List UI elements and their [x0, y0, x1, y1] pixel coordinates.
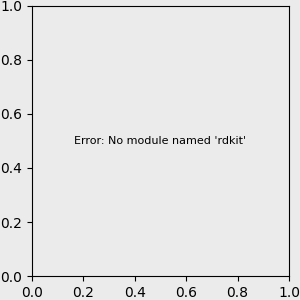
Text: Error: No module named 'rdkit': Error: No module named 'rdkit' — [74, 136, 246, 146]
